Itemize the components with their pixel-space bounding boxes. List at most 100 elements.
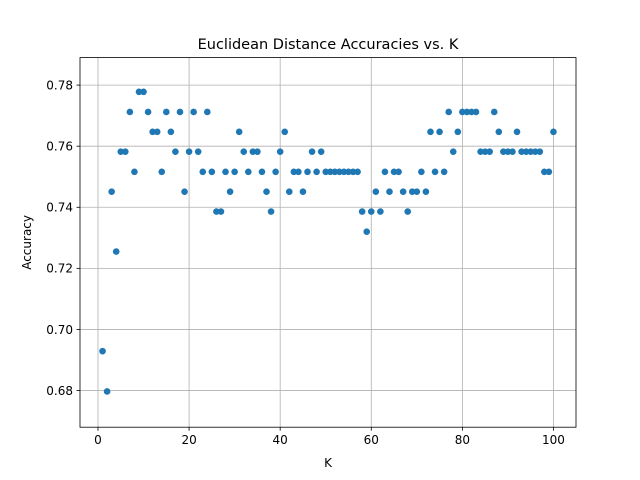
data-point <box>422 188 430 195</box>
data-point <box>149 128 156 136</box>
data-point <box>445 108 452 116</box>
x-tick-label: 80 <box>455 433 470 447</box>
data-point <box>112 248 120 255</box>
data-point <box>449 148 457 155</box>
data-point <box>408 188 416 195</box>
data-point <box>181 188 188 195</box>
data-point <box>541 168 548 176</box>
data-point <box>322 168 330 176</box>
data-point <box>194 148 202 155</box>
data-point <box>413 188 421 195</box>
data-point <box>518 148 525 155</box>
x-tick-label: 0 <box>94 433 102 447</box>
data-point <box>153 128 161 136</box>
data-point <box>272 168 279 176</box>
data-point <box>326 168 334 176</box>
data-point <box>522 148 530 155</box>
data-point <box>454 128 462 136</box>
y-axis-label: Accuracy <box>20 215 34 270</box>
data-point <box>276 148 284 155</box>
x-tick-label: 100 <box>542 433 565 447</box>
data-point <box>185 148 193 155</box>
data-points <box>99 88 557 395</box>
data-point <box>509 148 516 155</box>
data-point <box>436 128 443 136</box>
data-point <box>258 168 266 176</box>
data-point <box>395 168 402 176</box>
data-point <box>331 168 339 176</box>
data-point <box>163 108 170 116</box>
data-point <box>463 108 471 116</box>
data-point <box>263 188 270 195</box>
data-point <box>213 208 220 215</box>
data-point <box>377 208 384 215</box>
data-point <box>381 168 389 176</box>
data-point <box>536 148 544 155</box>
data-point <box>486 148 493 155</box>
data-point <box>527 148 534 155</box>
data-point <box>427 128 434 136</box>
data-point <box>295 168 302 176</box>
data-point <box>217 208 225 215</box>
x-tick-label: 40 <box>273 433 288 447</box>
y-tick-label: 0.76 <box>46 139 73 153</box>
y-tick-label: 0.70 <box>46 323 73 337</box>
data-point <box>103 388 111 395</box>
data-point <box>440 168 448 176</box>
x-axis-label: K <box>324 456 333 470</box>
data-point <box>531 148 539 155</box>
data-point <box>418 168 425 176</box>
data-point <box>363 228 371 236</box>
data-point <box>349 168 357 176</box>
data-point <box>358 208 366 215</box>
data-point <box>468 108 475 116</box>
data-point <box>99 347 106 355</box>
chart-title: Euclidean Distance Accuracies vs. K <box>198 37 459 53</box>
data-point <box>208 168 216 176</box>
data-point <box>372 188 380 195</box>
data-point <box>386 188 393 195</box>
data-point <box>504 148 512 155</box>
data-point <box>317 148 325 155</box>
y-tick-label: 0.68 <box>46 384 73 398</box>
data-point <box>354 168 361 176</box>
data-point <box>500 148 507 155</box>
x-tick-label: 20 <box>181 433 196 447</box>
data-point <box>299 188 307 195</box>
data-point <box>176 108 184 116</box>
data-point <box>249 148 257 155</box>
data-point <box>404 208 412 215</box>
data-point <box>204 108 211 116</box>
data-point <box>367 208 375 215</box>
data-point <box>190 108 197 116</box>
data-point <box>158 168 166 176</box>
data-point <box>336 168 343 176</box>
data-point <box>290 168 298 176</box>
data-point <box>117 148 125 155</box>
grid-lines <box>80 57 576 428</box>
data-point <box>304 168 311 176</box>
data-point <box>477 148 484 155</box>
data-point <box>472 108 480 116</box>
y-tick-label: 0.74 <box>46 201 73 215</box>
data-point <box>140 88 147 96</box>
data-point <box>231 168 238 176</box>
data-point <box>235 128 243 136</box>
data-point <box>285 188 293 195</box>
data-point <box>345 168 352 176</box>
axis-ticks: 0 20 40 60 80 100 0.68 0.70 0.72 0.74 0.76 0.78 <box>46 78 565 447</box>
data-point <box>390 168 398 176</box>
data-point <box>495 128 503 136</box>
data-point <box>340 168 348 176</box>
data-point <box>222 168 229 176</box>
y-tick-label: 0.78 <box>46 78 73 92</box>
data-point <box>126 108 134 116</box>
data-point <box>108 188 115 195</box>
data-point <box>490 108 498 116</box>
data-point <box>550 128 557 136</box>
data-point <box>399 188 407 195</box>
data-point <box>199 168 207 176</box>
data-point <box>459 108 466 116</box>
plot-frame <box>79 57 577 428</box>
